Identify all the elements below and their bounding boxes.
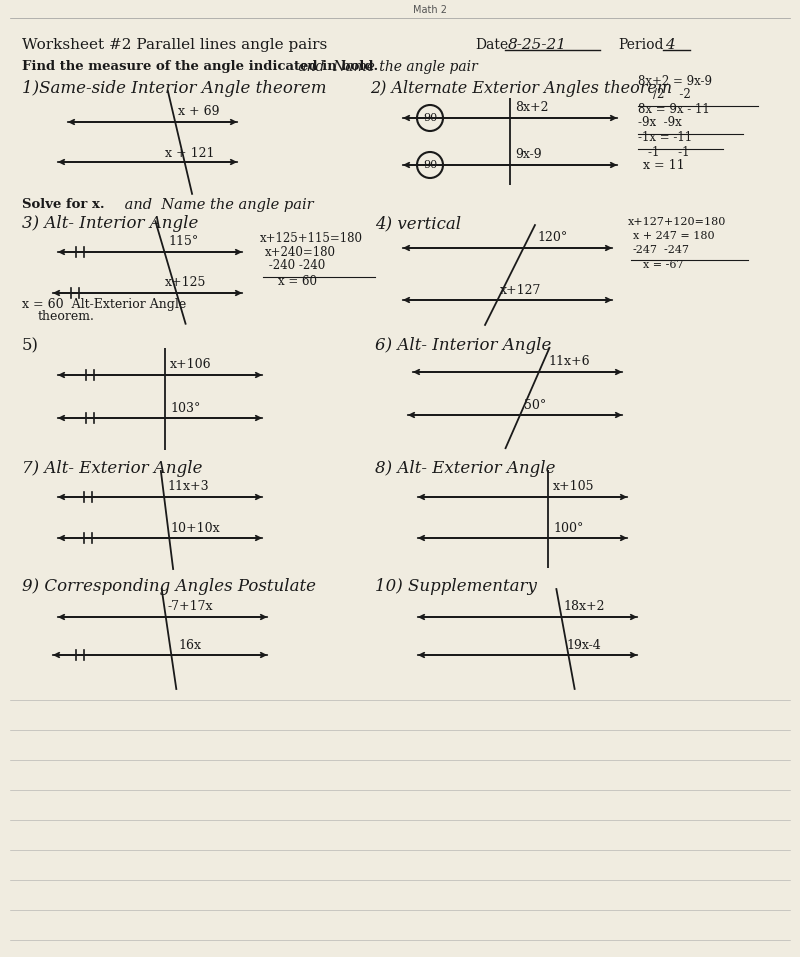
Text: theorem.: theorem. (38, 310, 95, 323)
Text: 5): 5) (22, 337, 39, 354)
Text: Math 2: Math 2 (413, 5, 447, 15)
Text: 3) Alt- Interior Angle: 3) Alt- Interior Angle (22, 215, 198, 232)
Text: x = -67: x = -67 (643, 260, 683, 270)
Text: and  Name the angle pair: and Name the angle pair (120, 198, 314, 212)
Text: x + 121: x + 121 (165, 147, 214, 160)
Text: 8x+2: 8x+2 (515, 101, 549, 114)
Text: 19x-4: 19x-4 (566, 639, 601, 652)
Text: x = 60  Alt-Exterior Angle: x = 60 Alt-Exterior Angle (22, 298, 186, 311)
Text: 1)Same-side Interior Angle theorem: 1)Same-side Interior Angle theorem (22, 80, 326, 97)
Text: 11x+3: 11x+3 (167, 480, 209, 493)
Text: 4: 4 (665, 38, 674, 52)
Text: -1     -1: -1 -1 (648, 146, 690, 159)
Text: x + 247 = 180: x + 247 = 180 (633, 231, 714, 241)
Text: 50°: 50° (524, 399, 546, 412)
Text: 9) Corresponding Angles Postulate: 9) Corresponding Angles Postulate (22, 578, 316, 595)
Text: x = 60: x = 60 (278, 275, 317, 288)
Text: 103°: 103° (170, 402, 200, 415)
Text: 8x = 9x - 11: 8x = 9x - 11 (638, 103, 710, 116)
Text: Date: Date (475, 38, 508, 52)
Text: -1x = -11: -1x = -11 (638, 131, 692, 144)
Text: 120°: 120° (537, 231, 567, 244)
Text: 6) Alt- Interior Angle: 6) Alt- Interior Angle (375, 337, 551, 354)
Text: x+106: x+106 (170, 358, 212, 371)
Text: 100°: 100° (553, 522, 583, 535)
Text: -247: -247 (633, 245, 658, 255)
Text: 8-25-21: 8-25-21 (508, 38, 567, 52)
Text: x+127+120=180: x+127+120=180 (628, 217, 726, 227)
Text: 9x-9: 9x-9 (515, 148, 542, 161)
Text: x+125+115=180: x+125+115=180 (260, 232, 363, 245)
Text: 11x+6: 11x+6 (548, 355, 590, 368)
Text: x+240=180: x+240=180 (265, 246, 336, 259)
Text: /2    -2: /2 -2 (653, 88, 690, 101)
Text: Find the measure of the angle indicated in bold.: Find the measure of the angle indicated … (22, 60, 378, 73)
Text: 90: 90 (423, 113, 437, 123)
Text: -7+17x: -7+17x (168, 600, 214, 613)
Text: Solve for x.: Solve for x. (22, 198, 105, 211)
Text: -247: -247 (643, 245, 689, 255)
Text: x = 11: x = 11 (643, 159, 685, 172)
Text: 115°: 115° (168, 235, 198, 248)
Text: and  Name the angle pair: and Name the angle pair (294, 60, 478, 74)
Text: 8x+2 = 9x-9: 8x+2 = 9x-9 (638, 75, 712, 88)
Text: -240 -240: -240 -240 (265, 259, 326, 272)
Text: x+125: x+125 (165, 276, 206, 289)
Text: -9x  -9x: -9x -9x (638, 116, 682, 129)
Text: x + 69: x + 69 (178, 105, 219, 118)
Text: x+105: x+105 (553, 480, 594, 493)
Text: 7) Alt- Exterior Angle: 7) Alt- Exterior Angle (22, 460, 202, 477)
Text: 4) vertical: 4) vertical (375, 215, 461, 232)
Text: 16x: 16x (178, 639, 201, 652)
Text: 8) Alt- Exterior Angle: 8) Alt- Exterior Angle (375, 460, 555, 477)
Text: 2) Alternate Exterior Angles theorem: 2) Alternate Exterior Angles theorem (370, 80, 672, 97)
Text: 10) Supplementary: 10) Supplementary (375, 578, 537, 595)
Text: 18x+2: 18x+2 (563, 600, 605, 613)
Text: Worksheet #2 Parallel lines angle pairs: Worksheet #2 Parallel lines angle pairs (22, 38, 327, 52)
Text: 90: 90 (423, 160, 437, 170)
Text: Period: Period (618, 38, 663, 52)
Text: 10+10x: 10+10x (170, 522, 220, 535)
Text: x+127: x+127 (500, 284, 542, 297)
